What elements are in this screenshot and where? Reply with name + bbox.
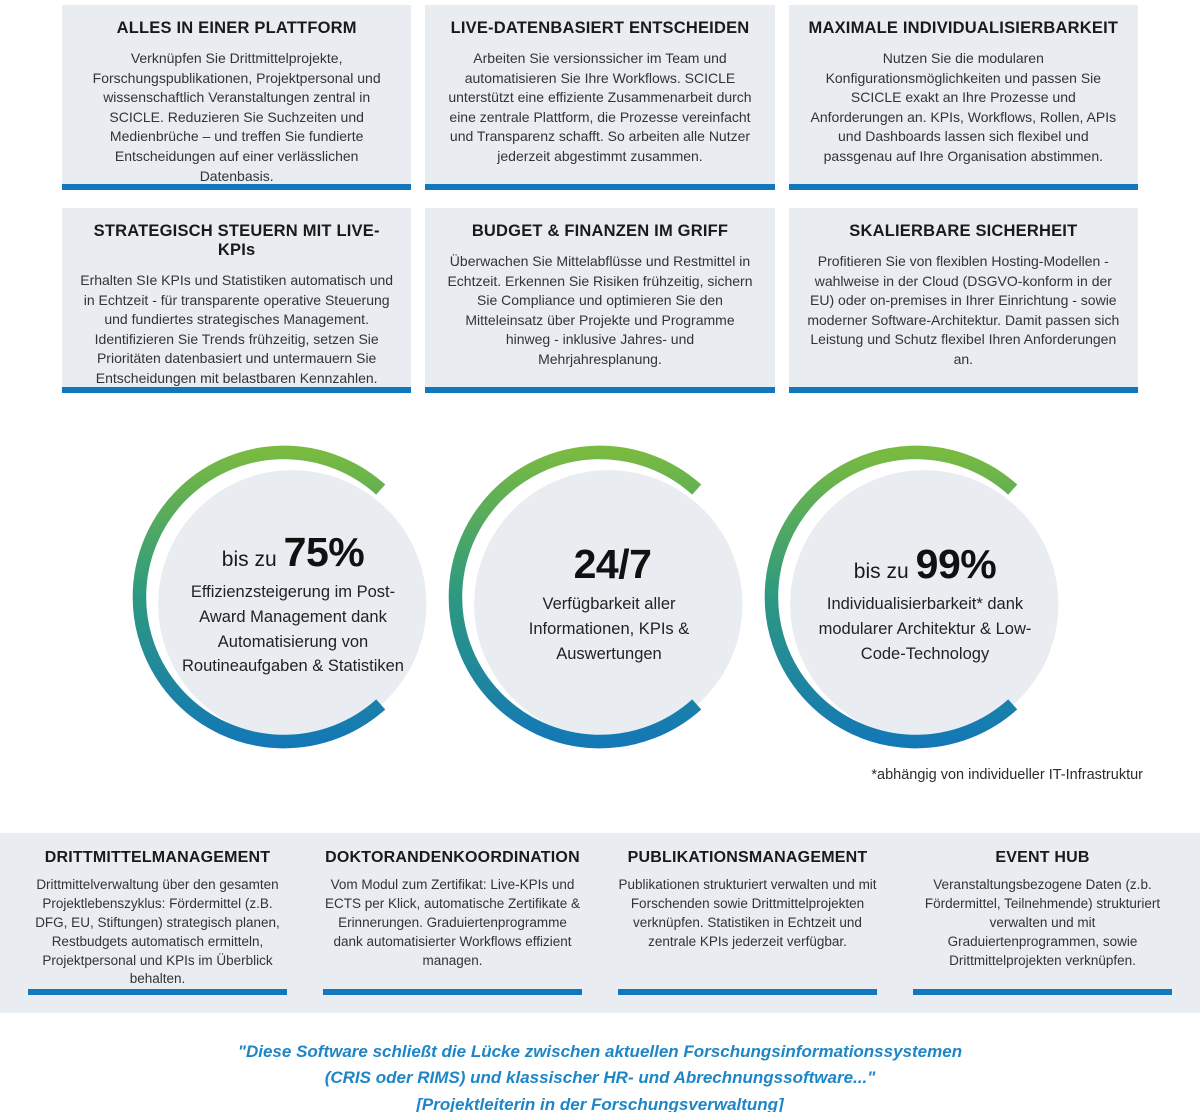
card-body: Profitieren Sie von flexiblen Hosting-Mo… [807, 253, 1120, 367]
module-body: Publikationen strukturiert verwalten und… [618, 877, 877, 949]
module-body: Vom Modul zum Zertifikat: Live-KPIs und … [324, 877, 581, 968]
module-doktorandenkoordination: DOKTORANDENKOORDINATION Vom Modul zum Ze… [305, 849, 600, 995]
feature-card-sicherheit: SKALIERBARE SICHERHEIT Profitieren Sie v… [788, 208, 1138, 393]
feature-card-live-kpis: STRATEGISCH STEUERN MIT LIVE-KPIs Erhalt… [62, 208, 412, 393]
stat-value: 99% [915, 541, 997, 588]
quote-attribution: [Projektleiterin in der Forschungsverwal… [416, 1094, 784, 1112]
gradient-arc-ring-icon [764, 445, 1059, 749]
stat-text: 24/7 Verfügbarkeit aller Informationen, … [454, 449, 764, 759]
stat-circle-verfuegbarkeit: 24/7 Verfügbarkeit aller Informationen, … [444, 441, 756, 753]
stat-text: bis zu 75% Effizienzsteigerung im Post-A… [138, 449, 448, 759]
stat-prefix: bis zu [221, 548, 277, 571]
modules-band: DRITTMITTELMANAGEMENT Drittmittelverwalt… [0, 833, 1200, 1013]
module-drittmittelmanagement: DRITTMITTELMANAGEMENT Drittmittelverwalt… [10, 849, 305, 995]
stat-value: 24/7 [573, 541, 652, 588]
module-underline-bar [913, 989, 1172, 995]
card-body: Erhalten SIe KPIs und Statistiken automa… [80, 272, 394, 386]
module-body: Drittmittelverwaltung über den gesamten … [35, 877, 280, 987]
stat-circle-effizienz: bis zu 75% Effizienzsteigerung im Post-A… [128, 441, 440, 753]
module-underline-bar [618, 989, 877, 995]
module-title: DRITTMITTELMANAGEMENT [44, 849, 271, 866]
quote-line-2: (CRIS oder RIMS) und klassischer HR- und… [324, 1068, 876, 1088]
stat-value-line: bis zu 75% [221, 529, 365, 576]
card-title: ALLES IN EINER PLATTFORM [116, 19, 357, 37]
stat-value: 75% [283, 529, 365, 575]
stat-circle-individualisierbarkeit: bis zu 99% Individualisierbarkeit* dank … [760, 441, 1072, 753]
module-title: DOKTORANDENKOORDINATION [325, 849, 580, 866]
gradient-arc-ring-icon [132, 445, 427, 749]
module-title: PUBLIKATIONSMANAGEMENT [627, 849, 868, 866]
card-title: BUDGET & FINANZEN IM GRIFF [471, 222, 729, 240]
module-underline-bar [28, 989, 287, 995]
stat-description: Verfügbarkeit aller Informationen, KPIs … [528, 595, 690, 663]
feature-card-datenbasiert: LIVE-DATENBASIERT ENTSCHEIDEN Arbeiten S… [425, 5, 775, 190]
card-title: LIVE-DATENBASIERT ENTSCHEIDEN [450, 19, 750, 37]
module-publikationsmanagement: PUBLIKATIONSMANAGEMENT Publikationen str… [600, 849, 895, 995]
stat-value-line: bis zu 99% [853, 541, 997, 588]
card-title: MAXIMALE INDIVIDUALISIERBARKEIT [808, 19, 1119, 37]
stat-text: bis zu 99% Individualisierbarkeit* dank … [770, 449, 1080, 759]
feature-cards-grid: ALLES IN EINER PLATTFORM Verknüpfen Sie … [62, 5, 1138, 393]
feature-card-individualisierbarkeit: MAXIMALE INDIVIDUALISIERBARKEIT Nutzen S… [788, 5, 1138, 190]
module-underline-bar [323, 989, 582, 995]
stat-description: Effizienzsteigerung im Post-Award Manage… [182, 583, 404, 676]
card-body: Arbeiten Sie versionssicher im Team und … [448, 50, 752, 164]
card-title: SKALIERBARE SICHERHEIT [849, 222, 1078, 240]
stat-prefix: bis zu [853, 560, 909, 584]
testimonial-quote: "Diese Software schließt die Lücke zwisc… [0, 1039, 1200, 1112]
module-event-hub: EVENT HUB Veranstaltungsbezogene Daten (… [895, 849, 1190, 995]
gradient-arc-ring-icon [448, 445, 743, 749]
module-body: Veranstaltungsbezogene Daten (z.b. Förde… [924, 877, 1161, 968]
stats-row: bis zu 75% Effizienzsteigerung im Post-A… [0, 441, 1200, 753]
stat-description: Individualisierbarkeit* dank modularer A… [818, 595, 1032, 663]
footnote: *abhängig von individueller IT-Infrastru… [871, 767, 1143, 783]
feature-card-plattform: ALLES IN EINER PLATTFORM Verknüpfen Sie … [62, 5, 412, 190]
quote-line-1: "Diese Software schließt die Lücke zwisc… [237, 1042, 963, 1061]
stat-value-line: 24/7 [567, 541, 652, 588]
module-title: EVENT HUB [995, 849, 1090, 866]
card-body: Verknüpfen Sie Drittmittelprojekte, Fors… [92, 50, 381, 184]
card-body: Nutzen Sie die modularen Konfigurationsm… [810, 50, 1117, 164]
feature-card-budget: BUDGET & FINANZEN IM GRIFF Überwachen Si… [425, 208, 775, 393]
card-body: Überwachen Sie Mittelabflüsse und Restmi… [447, 253, 753, 367]
card-title: STRATEGISCH STEUERN MIT LIVE-KPIs [93, 222, 380, 259]
